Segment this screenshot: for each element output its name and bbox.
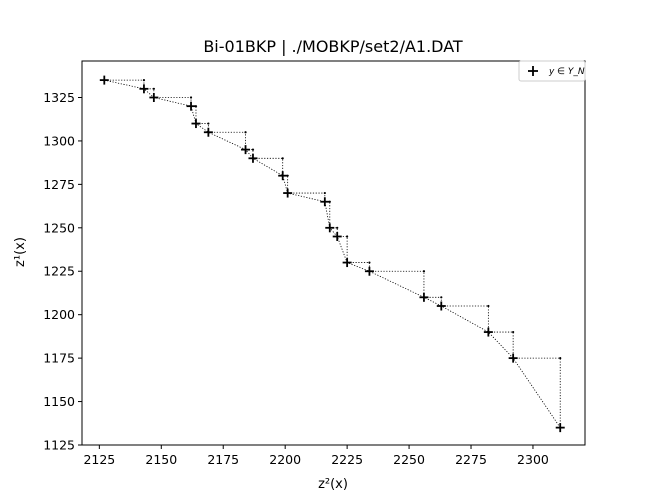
nadir-corner-point [487,304,490,308]
data-point [139,84,149,94]
data-point [283,188,293,198]
y-tick-label: 1200 [43,307,75,322]
legend-marker-plus-icon [528,66,538,76]
nadir-corner-point [323,191,326,195]
nadir-corner-point [142,79,146,82]
nadir-corner-point [440,296,443,299]
x-tick-label: 2200 [269,452,301,467]
nadir-corner-point [251,148,255,151]
data-point [191,119,201,129]
nadir-corner-point [336,226,339,229]
nadir-corner-point [512,330,515,334]
data-point [203,127,213,137]
nadir-corner-point [368,261,371,264]
x-tick-label: 2250 [393,452,425,467]
y-tick-label: 1300 [43,133,75,148]
legend-label: y ∈ Y_N [548,67,585,77]
data-point [419,292,429,302]
y-tick-label: 1275 [43,177,75,192]
data-point [186,101,196,111]
data-point [483,327,493,337]
plot-content [99,75,565,433]
plot-frame [81,60,586,446]
data-point [364,266,374,276]
data-point [325,223,335,233]
data-point [248,153,258,163]
chart-title: Bi-01BKP | ./MOBKP/set2/A1.DAT [203,37,463,56]
nadir-corner-point [207,122,210,125]
nadir-corner-point [152,87,155,90]
pareto-frontier-line [104,79,561,428]
y-tick-label: 1175 [43,351,75,366]
x-tick-label: 2225 [331,452,363,467]
y-axis: 1125 1150 1175 1200 1225 1250 1275 1300 1325 [43,90,82,453]
legend: y ∈ Y_N [518,60,586,82]
x-axis-label: z²(x) [318,477,348,492]
x-tick-label: 2175 [207,452,239,467]
y-tick-label: 1150 [43,394,75,409]
x-tick-label: 2125 [83,452,115,467]
data-point [99,75,109,85]
data-point [332,231,342,241]
nadir-corner-point [189,96,193,99]
nadir-corner-point [346,235,349,238]
data-point [508,353,518,363]
staircase-segment [441,305,489,333]
data-point [342,258,352,268]
data-point [436,301,446,311]
y-tick-label: 1325 [43,90,75,105]
x-tick-label: 2275 [455,452,487,467]
x-tick-label: 2300 [517,452,549,467]
x-tick-label: 2150 [145,452,177,467]
nadir-corner-point [559,357,562,360]
data-point [278,171,288,181]
data-point [555,423,565,433]
y-tick-label: 1225 [43,264,75,279]
staircase-segment [513,357,561,428]
staircase-segment [488,331,514,359]
nadir-corner-point [281,157,284,160]
x-axis: 2125 2150 2175 2200 2225 2250 2275 2300 [83,445,549,467]
nadir-corner-point [244,131,247,134]
legend-box [518,60,586,82]
data-point [320,197,330,207]
y-tick-label: 1125 [43,438,75,453]
data-point [241,145,251,155]
nadir-corner-point [422,270,426,273]
y-axis-label: z¹(x) [13,237,28,267]
staircase-segment [347,262,370,272]
y-tick-label: 1250 [43,220,75,235]
data-point [149,92,159,102]
